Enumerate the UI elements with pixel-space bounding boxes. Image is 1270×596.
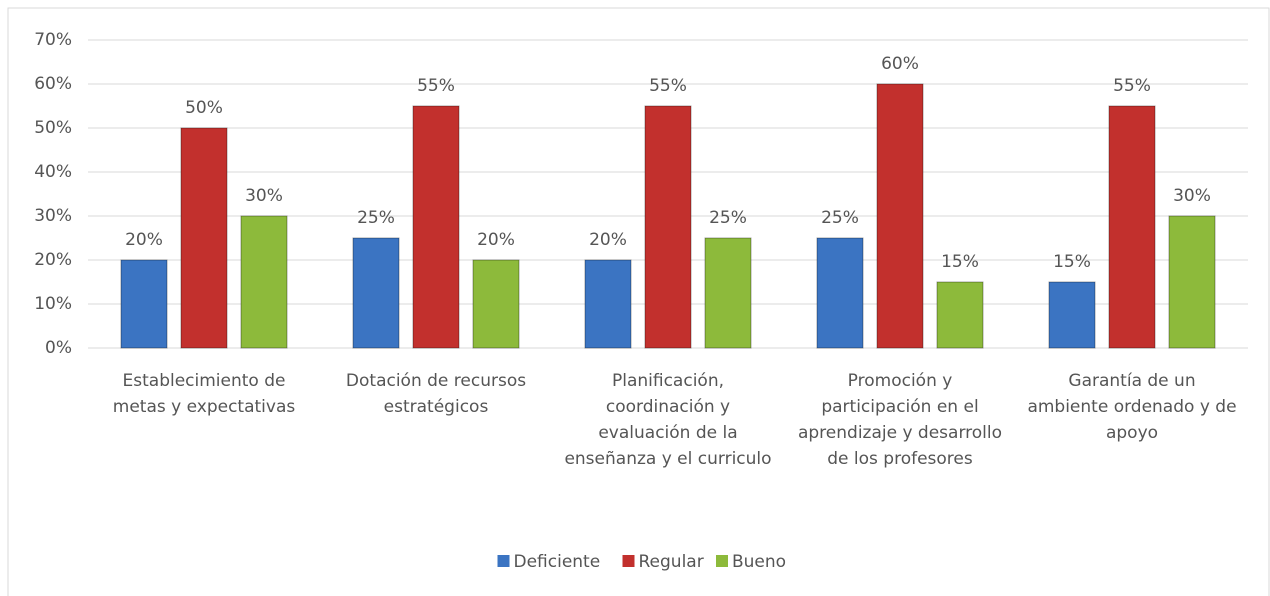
data-label: 15%: [941, 252, 979, 272]
data-label: 15%: [1053, 252, 1091, 272]
y-tick-label: 50%: [34, 118, 72, 138]
data-label: 50%: [185, 98, 223, 118]
bar: [352, 237, 400, 349]
legend-swatch: [622, 555, 635, 567]
legend-swatch: [497, 555, 510, 567]
bar: [472, 259, 520, 349]
bar: [1108, 105, 1156, 349]
data-label: 25%: [709, 208, 747, 228]
bar: [876, 83, 924, 349]
bar: [1048, 281, 1096, 349]
x-tick-label: Planificación, coordinación y evaluación…: [564, 371, 772, 469]
bar: [412, 105, 460, 349]
y-tick-label: 60%: [34, 74, 72, 94]
y-tick-label: 20%: [34, 250, 72, 270]
y-tick-label: 0%: [45, 338, 72, 358]
data-label: 55%: [1113, 76, 1151, 96]
bar: [180, 127, 228, 349]
y-tick-label: 10%: [34, 294, 72, 314]
bar: [120, 259, 168, 349]
y-tick-label: 70%: [34, 30, 72, 50]
bar: [240, 215, 288, 349]
y-tick-label: 30%: [34, 206, 72, 226]
x-tick-label: Dotación de recursos estratégicos: [345, 371, 527, 417]
legend-label: Deficiente: [514, 552, 601, 572]
x-tick-label: Promoción y participación en el aprendiz…: [797, 371, 1003, 469]
legend-label: Bueno: [732, 552, 786, 572]
bar: [816, 237, 864, 349]
bar: [644, 105, 692, 349]
data-label: 25%: [821, 208, 859, 228]
legend-label: Regular: [639, 552, 704, 572]
data-label: 55%: [649, 76, 687, 96]
data-label: 55%: [417, 76, 455, 96]
chart-border: [7, 7, 1270, 596]
bar: [584, 259, 632, 349]
bar: [1168, 215, 1216, 349]
bar: [704, 237, 752, 349]
data-label: 25%: [357, 208, 395, 228]
data-label: 30%: [245, 186, 283, 206]
data-label: 30%: [1173, 186, 1211, 206]
bar: [936, 281, 984, 349]
legend-swatch: [716, 555, 728, 567]
data-label: 60%: [881, 54, 919, 74]
y-tick-label: 40%: [34, 162, 72, 182]
data-label: 20%: [589, 230, 627, 250]
x-tick-label: Establecimiento de metas y expectativas: [112, 371, 296, 417]
x-tick-label: Garantía de un ambiente ordenado y de ap…: [1027, 371, 1237, 443]
data-label: 20%: [125, 230, 163, 250]
data-label: 20%: [477, 230, 515, 250]
